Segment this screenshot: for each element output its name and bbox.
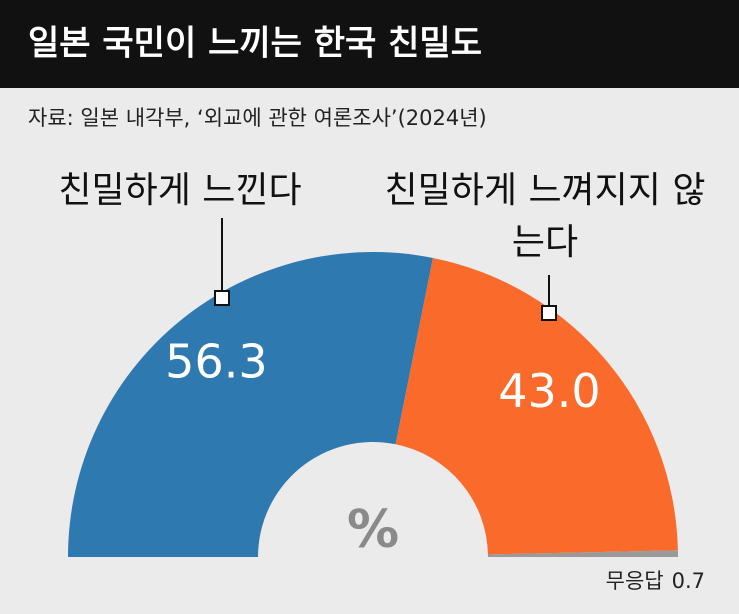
callout-marker <box>541 305 557 321</box>
title-bar <box>0 0 739 88</box>
other-label: 무응답 0.7 <box>606 569 705 593</box>
wedge <box>68 251 433 558</box>
category-label: 친밀하게 느낀다 <box>58 170 302 211</box>
callout-marker <box>214 290 230 306</box>
value-label: 43.0 <box>498 364 600 418</box>
wedge <box>395 257 678 555</box>
value-label: 0.7 <box>672 569 705 593</box>
source: 자료: 일본 내각부, ‘외교에 관한 여론조사’(2024년) <box>28 106 487 130</box>
category-label: 친밀하게 느껴지지 않는다 <box>384 170 706 263</box>
category-label: 무응답 <box>606 569 664 593</box>
unit-label: % <box>347 500 399 560</box>
chart-title: 일본 국민이 느끼는 한국 친밀도 <box>28 24 482 64</box>
wedge <box>487 550 678 557</box>
value-label: 56.3 <box>165 334 267 388</box>
